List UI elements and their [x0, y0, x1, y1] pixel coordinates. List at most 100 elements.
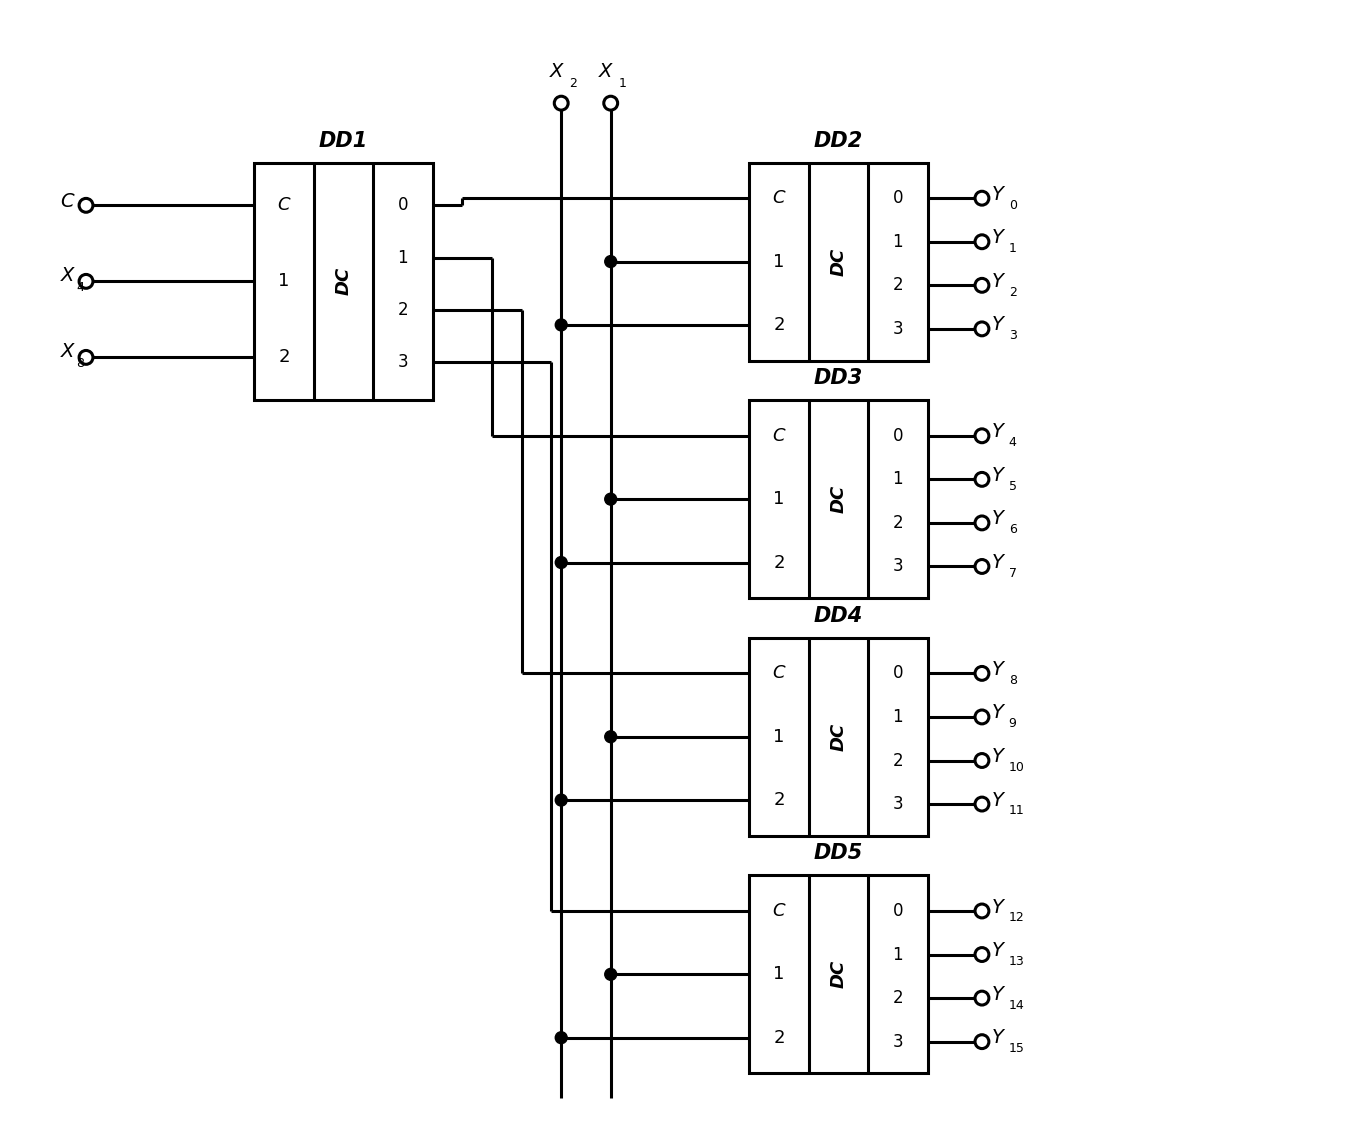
Circle shape: [975, 797, 989, 811]
Text: Y: Y: [992, 272, 1004, 291]
Circle shape: [975, 516, 989, 530]
Text: 4: 4: [76, 281, 84, 294]
Text: DD1: DD1: [319, 131, 368, 151]
Circle shape: [603, 96, 617, 110]
Text: 1: 1: [892, 470, 903, 488]
Text: 2: 2: [1009, 286, 1016, 299]
Text: Y: Y: [992, 229, 1004, 247]
Text: DD3: DD3: [813, 369, 864, 389]
Circle shape: [79, 198, 93, 212]
Circle shape: [975, 948, 989, 961]
Text: 2: 2: [774, 791, 785, 809]
Circle shape: [79, 350, 93, 364]
Text: 2: 2: [569, 78, 577, 90]
Text: 2: 2: [774, 553, 785, 571]
Text: Y: Y: [992, 985, 1004, 1004]
Text: DC: DC: [829, 960, 847, 988]
Bar: [749, 638, 928, 836]
Text: 0: 0: [398, 196, 409, 214]
Circle shape: [556, 1031, 567, 1044]
Text: X: X: [61, 266, 74, 285]
Text: 8: 8: [76, 357, 84, 370]
Circle shape: [975, 904, 989, 917]
Circle shape: [975, 472, 989, 486]
Text: C: C: [278, 196, 290, 214]
Text: 1: 1: [774, 490, 785, 508]
Text: 1: 1: [774, 252, 785, 270]
Text: C: C: [60, 192, 74, 211]
Text: DC: DC: [829, 248, 847, 276]
Text: 3: 3: [892, 320, 903, 338]
Text: C: C: [772, 902, 786, 920]
Text: 3: 3: [892, 795, 903, 813]
Text: 2: 2: [398, 301, 409, 319]
Text: 8: 8: [1009, 674, 1016, 686]
Bar: [749, 400, 928, 598]
Text: 2: 2: [892, 276, 903, 294]
Text: 1: 1: [774, 728, 785, 746]
Text: Y: Y: [992, 897, 1004, 916]
Text: 9: 9: [1009, 718, 1016, 730]
Text: 2: 2: [278, 348, 290, 366]
Text: Y: Y: [992, 185, 1004, 204]
Text: Y: Y: [992, 791, 1004, 809]
Circle shape: [605, 968, 617, 980]
Text: 2: 2: [774, 316, 785, 334]
Text: C: C: [772, 189, 786, 207]
Circle shape: [554, 96, 568, 110]
Text: 1: 1: [1009, 242, 1016, 255]
Text: 7: 7: [1009, 567, 1016, 580]
Text: X: X: [550, 62, 563, 81]
Text: 0: 0: [892, 665, 903, 682]
Text: Y: Y: [992, 316, 1004, 335]
Text: 13: 13: [1009, 955, 1024, 968]
Text: Y: Y: [992, 941, 1004, 960]
Circle shape: [79, 275, 93, 289]
Text: 2: 2: [892, 752, 903, 770]
Text: 2: 2: [892, 514, 903, 532]
Bar: [749, 876, 928, 1073]
Circle shape: [605, 494, 617, 505]
Text: 3: 3: [1009, 329, 1016, 343]
Circle shape: [975, 754, 989, 767]
Text: C: C: [772, 427, 786, 445]
Text: 1: 1: [892, 233, 903, 251]
Circle shape: [975, 1035, 989, 1048]
Text: DC: DC: [829, 722, 847, 751]
Text: DD4: DD4: [813, 606, 864, 625]
Circle shape: [605, 730, 617, 743]
Text: 5: 5: [1009, 480, 1016, 492]
Circle shape: [975, 710, 989, 724]
Text: 1: 1: [398, 249, 409, 267]
Circle shape: [975, 991, 989, 1005]
Text: DC: DC: [829, 485, 847, 513]
Text: Y: Y: [992, 1028, 1004, 1047]
Text: 0: 0: [892, 189, 903, 207]
Circle shape: [556, 557, 567, 568]
Text: 0: 0: [892, 902, 903, 920]
Text: 3: 3: [892, 558, 903, 576]
Text: 1: 1: [618, 78, 627, 90]
Text: 15: 15: [1009, 1042, 1024, 1055]
Text: 2: 2: [774, 1029, 785, 1047]
Circle shape: [975, 278, 989, 292]
Text: Y: Y: [992, 553, 1004, 573]
Circle shape: [975, 234, 989, 249]
Text: Y: Y: [992, 660, 1004, 678]
Text: 10: 10: [1009, 761, 1024, 774]
Text: 12: 12: [1009, 912, 1024, 924]
Text: 3: 3: [398, 353, 409, 371]
Circle shape: [605, 256, 617, 267]
Bar: [255, 162, 433, 400]
Circle shape: [975, 192, 989, 205]
Circle shape: [975, 559, 989, 574]
Text: 0: 0: [892, 427, 903, 445]
Text: X: X: [599, 62, 613, 81]
Text: 14: 14: [1009, 999, 1024, 1012]
Text: 6: 6: [1009, 523, 1016, 536]
Circle shape: [556, 319, 567, 331]
Text: 3: 3: [892, 1032, 903, 1050]
Text: 4: 4: [1009, 436, 1016, 450]
Text: Y: Y: [992, 509, 1004, 529]
Text: 1: 1: [774, 966, 785, 984]
